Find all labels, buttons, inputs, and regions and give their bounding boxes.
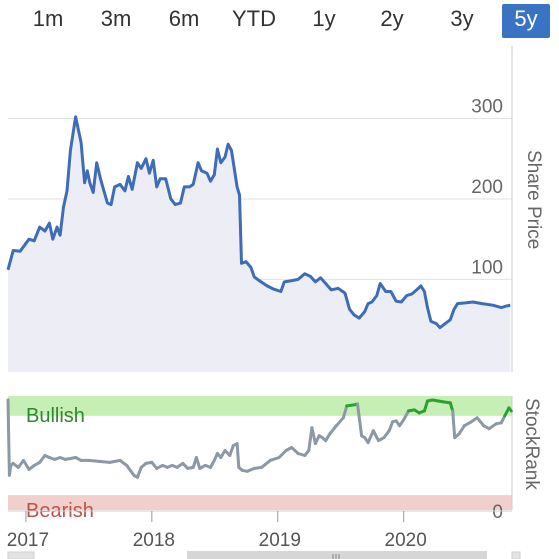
scrollbar-right-arrow <box>511 551 521 559</box>
bullish-band <box>8 396 512 416</box>
stockrank-tick-label: 0 <box>492 502 503 523</box>
stockrank-axis-label: StockRank <box>521 398 542 490</box>
stockrank-segment <box>310 426 317 446</box>
stockrank-segment <box>451 409 457 440</box>
price-area-fill <box>8 116 511 372</box>
x-tick-label: 2019 <box>259 530 301 551</box>
x-tick-label: 2020 <box>385 530 427 551</box>
stockrank-segment <box>277 449 288 459</box>
stockrank-segment <box>475 416 486 428</box>
price-tick-label: 100 <box>471 257 503 278</box>
stockrank-segment <box>457 424 466 436</box>
tab-1y[interactable]: 1y <box>312 6 336 31</box>
stockrank-segment <box>235 442 241 469</box>
stockrank-segment <box>402 409 410 422</box>
price-tick-label: 200 <box>471 177 503 198</box>
stockrank-segment <box>86 458 101 463</box>
stockrank-segment <box>7 463 13 477</box>
x-tick-label: 2017 <box>7 530 49 551</box>
tab-3m[interactable]: 3m <box>100 6 132 31</box>
price-axis-label: Share Price <box>523 150 544 249</box>
stockrank-segment <box>260 458 272 469</box>
stockrank-segment <box>135 465 143 479</box>
stockrank-segment <box>228 444 235 457</box>
bullish-label: Bullish <box>26 405 85 427</box>
stockrank-segment <box>97 459 112 464</box>
stockrank-bullish-segment <box>507 406 513 413</box>
stockrank-segment <box>125 463 136 477</box>
price-series-line <box>6 115 511 330</box>
price-tick-label: 300 <box>471 96 503 117</box>
tab-2y[interactable]: 2y <box>380 6 404 31</box>
tab-3y[interactable]: 3y <box>450 6 474 31</box>
stockrank-segment <box>341 404 349 420</box>
stockrank-segment <box>387 420 395 433</box>
stockrank-segment <box>108 458 122 464</box>
tab-5y[interactable]: 5y <box>502 4 550 38</box>
stockrank-segment <box>356 402 364 438</box>
tab-ytd[interactable]: YTD <box>232 6 276 31</box>
stockrank-segment <box>366 429 375 445</box>
scrollbar-thumb <box>187 551 487 559</box>
stockrank-segment <box>194 456 202 470</box>
stockrank-segment <box>371 429 380 443</box>
stockrank-segment <box>268 456 281 462</box>
stockrank-segment <box>6 398 11 477</box>
stockrank-segment <box>328 424 338 436</box>
bearish-band <box>8 495 512 510</box>
scrollbar-left-arrow <box>7 551 35 559</box>
stockrank-segment <box>334 416 345 428</box>
stockrank-segment <box>22 458 31 471</box>
tab-6m[interactable]: 6m <box>168 6 200 31</box>
x-tick-label: 2018 <box>133 530 175 551</box>
tab-1m[interactable]: 1m <box>32 6 64 31</box>
stockrank-bullish-segment <box>422 399 429 413</box>
time-range-tabs: 1m 3m 6m YTD 1y 2y 3y 5y <box>0 0 559 44</box>
